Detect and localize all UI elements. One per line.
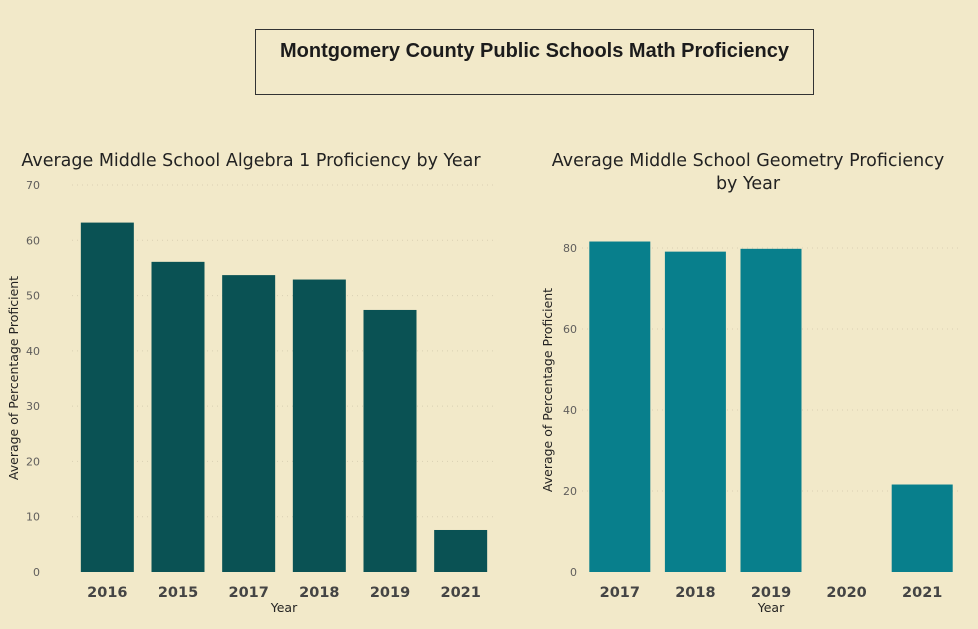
y-tick-label: 10 [26, 511, 40, 524]
y-axis-label: Average of Percentage Proficient [6, 276, 21, 480]
y-tick-label: 70 [26, 179, 40, 192]
x-category-label: 2018 [299, 585, 339, 601]
x-category-label: 2017 [600, 585, 640, 601]
y-tick-label: 0 [570, 566, 577, 579]
x-category-label: 2018 [675, 585, 715, 601]
chart-title-line-2: by Year [716, 174, 781, 194]
x-category-label: 2020 [826, 585, 866, 601]
x-category-label: 2019 [370, 585, 410, 601]
bar [434, 529, 488, 572]
bar [589, 241, 651, 572]
chart-title-line-1: Average Middle School Geometry Proficien… [552, 151, 944, 171]
y-tick-label: 40 [26, 345, 40, 358]
chart-title: Average Middle School Algebra 1 Proficie… [21, 151, 481, 171]
x-category-label: 2019 [751, 585, 791, 601]
dashboard-title-box: Montgomery County Public Schools Math Pr… [255, 29, 814, 95]
bar [292, 279, 346, 572]
x-category-label: 2017 [228, 585, 268, 601]
y-tick-label: 80 [563, 242, 577, 255]
y-tick-label: 40 [563, 404, 577, 417]
bar [740, 248, 802, 572]
bar [664, 251, 726, 572]
x-category-label: 2016 [87, 585, 127, 601]
y-tick-label: 20 [563, 485, 577, 498]
y-tick-label: 0 [33, 566, 40, 579]
x-axis-label: Year [757, 600, 785, 615]
dashboard-title: Montgomery County Public Schools Math Pr… [280, 40, 789, 62]
y-tick-label: 50 [26, 290, 40, 303]
bar [363, 309, 417, 572]
x-category-label: 2021 [902, 585, 942, 601]
bar [891, 484, 953, 572]
y-tick-label: 30 [26, 400, 40, 413]
bar [80, 222, 134, 572]
bar [151, 261, 205, 572]
geometry-proficiency-chart: Average Middle School Geometry Proficien… [540, 151, 960, 615]
x-category-label: 2015 [158, 585, 198, 601]
x-category-label: 2021 [440, 585, 480, 601]
bar [222, 275, 276, 572]
y-tick-label: 20 [26, 455, 40, 468]
y-axis-label: Average of Percentage Proficient [540, 288, 555, 492]
y-tick-label: 60 [26, 234, 40, 247]
x-axis-label: Year [270, 600, 298, 615]
algebra-proficiency-chart: Average Middle School Algebra 1 Proficie… [6, 151, 496, 615]
y-tick-label: 60 [563, 323, 577, 336]
